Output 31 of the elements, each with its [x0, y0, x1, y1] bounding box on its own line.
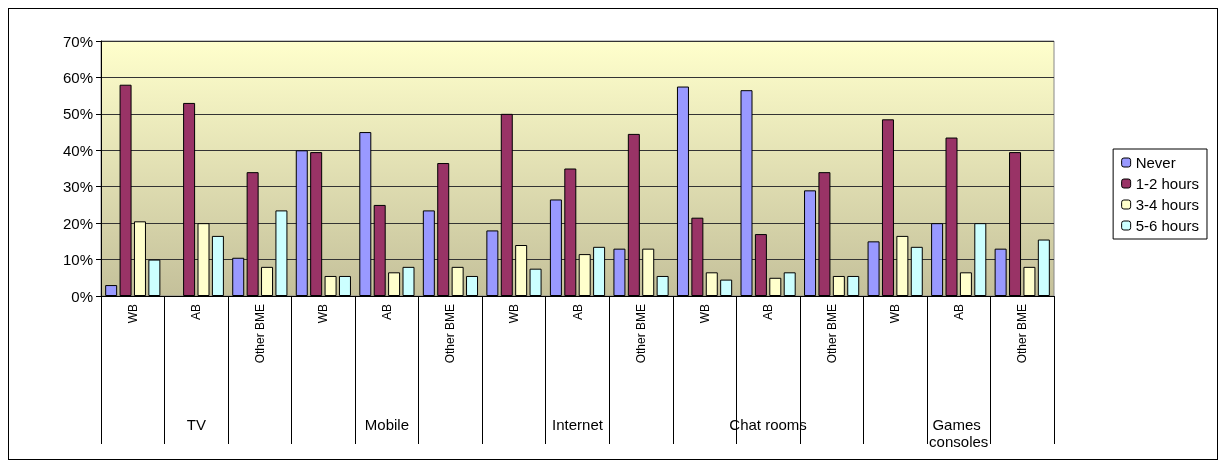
x-tick-label: AB — [189, 304, 204, 321]
legend-label: 5-6 hours — [1135, 217, 1200, 234]
y-tick-label: 50% — [62, 105, 93, 123]
x-tick-label: WB — [697, 304, 712, 324]
y-tick-label: 60% — [62, 68, 93, 86]
x-tick-label: Other BME — [252, 304, 267, 364]
x-tick-label: Other BME — [824, 304, 839, 364]
text: Internet — [552, 416, 604, 433]
legend-label: 3-4 hours — [1135, 196, 1200, 213]
x-tick-label: Other BME — [1015, 304, 1030, 364]
x-tick-label: WB — [316, 304, 331, 324]
text: TV — [186, 416, 206, 433]
y-tick-label: 70% — [62, 32, 93, 50]
y-tick-label: 20% — [62, 214, 93, 232]
legend-label: 1-2 hours — [1135, 175, 1200, 192]
legend-label: Never — [1135, 154, 1176, 171]
x-tick-label: AB — [379, 304, 394, 321]
x-tick-label: WB — [125, 304, 140, 324]
x-tick-label: AB — [951, 304, 966, 321]
text: Mobile — [364, 416, 409, 433]
x-tick-label: AB — [570, 304, 585, 321]
x-tick-label: Other BME — [443, 304, 458, 364]
y-tick-label: 10% — [62, 251, 93, 269]
x-tick-label: WB — [506, 304, 521, 324]
x-tick-label: AB — [761, 304, 776, 321]
x-tick-label: WB — [888, 304, 903, 324]
x-tick-label: Other BME — [634, 304, 649, 364]
y-tick-label: 30% — [62, 178, 93, 196]
text: Games consoles — [929, 416, 989, 450]
y-tick-label: 0% — [71, 287, 93, 305]
y-tick-label: 40% — [62, 141, 93, 159]
